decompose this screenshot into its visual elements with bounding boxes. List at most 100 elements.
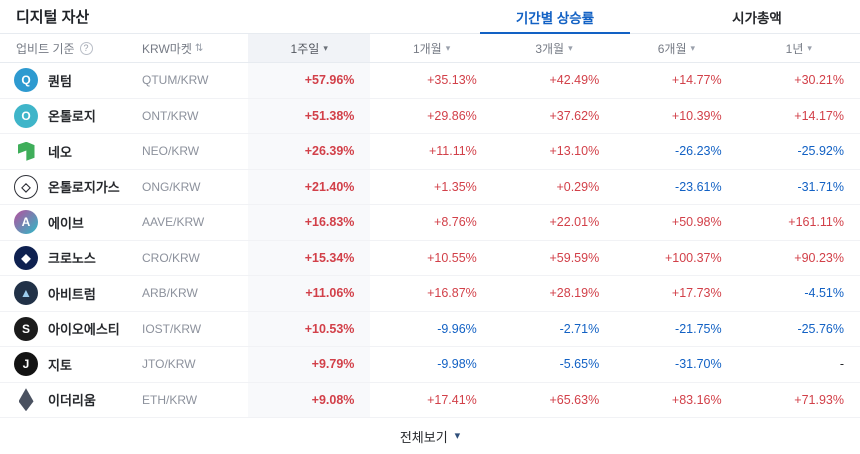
coin-cell: S 아이오에스티 <box>0 312 142 347</box>
chevron-down-icon: ▾ <box>454 429 461 442</box>
column-1week[interactable]: 1주일 ▾ <box>248 34 371 62</box>
view-all-label: 전체보기 <box>399 429 448 445</box>
table-row[interactable]: 이더리움 ETH/KRW +9.08% +17.41% +65.63% +83.… <box>0 382 860 418</box>
coin-pair: ONT/KRW <box>142 108 199 123</box>
table-row[interactable]: ▲ 아비트럼 ARB/KRW +11.06% +16.87% +28.19% +… <box>0 276 860 312</box>
change-1week: +57.96% <box>248 63 371 98</box>
table-row[interactable]: S 아이오에스티 IOST/KRW +10.53% -9.96% -2.71% … <box>0 311 860 347</box>
change-1year: +30.21% <box>794 73 844 88</box>
column-3month-label: 3개월 <box>535 41 565 56</box>
table-row[interactable]: ◇ 온톨로지가스 ONG/KRW +21.40% +1.35% +0.29% -… <box>0 169 860 205</box>
table-row[interactable]: J 지토 JTO/KRW +9.79% -9.98% -5.65% -31.70… <box>0 347 860 383</box>
column-6month[interactable]: 6개월 ▾ <box>615 34 737 62</box>
change-6month: -23.61% <box>675 179 722 194</box>
change-1year: +71.93% <box>794 392 844 407</box>
sort-icon: ⇅ <box>194 42 204 54</box>
column-1year-label: 1년 <box>785 41 804 56</box>
page-title: 디지털 자산 <box>16 9 90 26</box>
coin-name: 네오 <box>48 144 72 160</box>
ontology-icon: O <box>14 103 38 128</box>
change-1year: +14.17% <box>794 108 844 123</box>
table-header-row: 업비트 기준 ? KRW마켓 ⇅ 1주일 ▾ 1개월 ▾ 3개월 ▾ 6개월 ▾… <box>0 34 860 63</box>
change-1year: +90.23% <box>794 250 844 265</box>
coin-cell: Q 퀀텀 <box>0 63 142 98</box>
column-3month[interactable]: 3개월 ▾ <box>493 34 615 62</box>
table-row[interactable]: A 에이브 AAVE/KRW +16.83% +8.76% +22.01% +5… <box>0 205 860 241</box>
table-row[interactable]: Q 퀀텀 QTUM/KRW +57.96% +35.13% +42.49% +1… <box>0 63 860 99</box>
change-1week: +9.08% <box>248 382 371 417</box>
change-1year: -25.76% <box>797 321 844 336</box>
coin-name: 지토 <box>48 357 72 373</box>
change-6month: -26.23% <box>675 144 722 159</box>
ontology-gas-icon: ◇ <box>14 174 38 199</box>
column-basis: 업비트 기준 ? <box>0 34 142 62</box>
widget-header: 디지털 자산 기간별 상승률 시가총액 <box>0 0 860 34</box>
arbitrum-icon: ▲ <box>14 281 38 306</box>
chevron-down-icon: ▾ <box>445 42 451 53</box>
change-3month: -5.65% <box>559 357 600 372</box>
coin-pair: NEO/KRW <box>142 144 200 159</box>
coin-pair: AAVE/KRW <box>142 215 205 230</box>
change-1week: +51.38% <box>248 98 371 133</box>
change-1month: +8.76% <box>434 215 477 230</box>
change-6month: +100.37% <box>664 250 722 265</box>
coin-cell: ◆ 크로노스 <box>0 241 142 276</box>
coin-name: 크로노스 <box>48 251 96 267</box>
change-6month: +50.98% <box>671 215 722 230</box>
change-1month: +35.13% <box>427 73 477 88</box>
view-all-button[interactable]: 전체보기 ▾ <box>400 427 460 446</box>
column-krw-market[interactable]: KRW마켓 ⇅ <box>142 34 248 62</box>
change-3month: +28.19% <box>549 286 600 301</box>
change-6month: +14.77% <box>671 73 722 88</box>
market-label: KRW마켓 <box>142 41 192 56</box>
column-1month[interactable]: 1개월 ▾ <box>370 34 492 62</box>
change-1week: +10.53% <box>248 311 371 346</box>
change-1month: -9.98% <box>437 357 477 372</box>
iost-icon: S <box>14 316 38 341</box>
help-icon[interactable]: ? <box>79 41 93 55</box>
tab-market-cap[interactable]: 시가총액 <box>732 10 782 26</box>
coin-cell: ▲ 아비트럼 <box>0 276 142 311</box>
chevron-down-icon: ▾ <box>807 42 812 53</box>
change-3month: +59.59% <box>549 250 600 265</box>
change-6month: +83.16% <box>671 392 722 407</box>
coin-pair: ONG/KRW <box>142 179 201 194</box>
coin-pair: JTO/KRW <box>142 357 196 372</box>
table-row[interactable]: O 온톨로지 ONT/KRW +51.38% +29.86% +37.62% +… <box>0 98 860 134</box>
change-1month: +10.55% <box>427 250 477 265</box>
basis-label: 업비트 기준 <box>16 41 75 56</box>
aave-icon: A <box>14 210 38 235</box>
coin-pair: ARB/KRW <box>142 286 198 301</box>
coin-name: 퀀텀 <box>48 73 72 89</box>
chevron-down-icon: ▾ <box>323 42 328 53</box>
coin-cell: 이더리움 <box>0 383 142 418</box>
change-3month: +0.29% <box>556 179 600 194</box>
coin-pair: ETH/KRW <box>142 392 198 407</box>
coin-cell: ◇ 온톨로지가스 <box>0 170 142 205</box>
coin-cell: A 에이브 <box>0 205 142 240</box>
table-row[interactable]: ◆ 크로노스 CRO/KRW +15.34% +10.55% +59.59% +… <box>0 240 860 276</box>
change-3month: +65.63% <box>549 392 600 407</box>
change-3month: +22.01% <box>549 215 600 230</box>
column-1week-label: 1주일 <box>290 41 320 56</box>
change-3month: +37.62% <box>549 108 600 123</box>
coin-name: 온톨로지가스 <box>48 180 120 196</box>
asset-table-body: Q 퀀텀 QTUM/KRW +57.96% +35.13% +42.49% +1… <box>0 63 860 418</box>
column-1year[interactable]: 1년 ▾ <box>738 34 860 62</box>
change-1week: +21.40% <box>248 169 371 204</box>
change-3month: +42.49% <box>549 73 600 88</box>
change-1month: -9.96% <box>437 321 477 336</box>
tab-period-gains[interactable]: 기간별 상승률 <box>480 0 630 34</box>
change-1month: +17.41% <box>427 392 477 407</box>
chevron-down-icon: ▾ <box>568 42 573 53</box>
change-3month: +13.10% <box>549 144 600 159</box>
coin-pair: QTUM/KRW <box>142 73 209 88</box>
change-3month: -2.71% <box>559 321 600 336</box>
column-1month-label: 1개월 <box>412 41 442 56</box>
change-1year: -25.92% <box>797 144 844 159</box>
table-row[interactable]: 네오 NEO/KRW +26.39% +11.11% +13.10% -26.2… <box>0 134 860 170</box>
change-1year: -4.51% <box>804 286 844 301</box>
change-6month: -21.75% <box>675 321 722 336</box>
change-1month: +16.87% <box>427 286 477 301</box>
qtum-icon: Q <box>14 68 38 93</box>
